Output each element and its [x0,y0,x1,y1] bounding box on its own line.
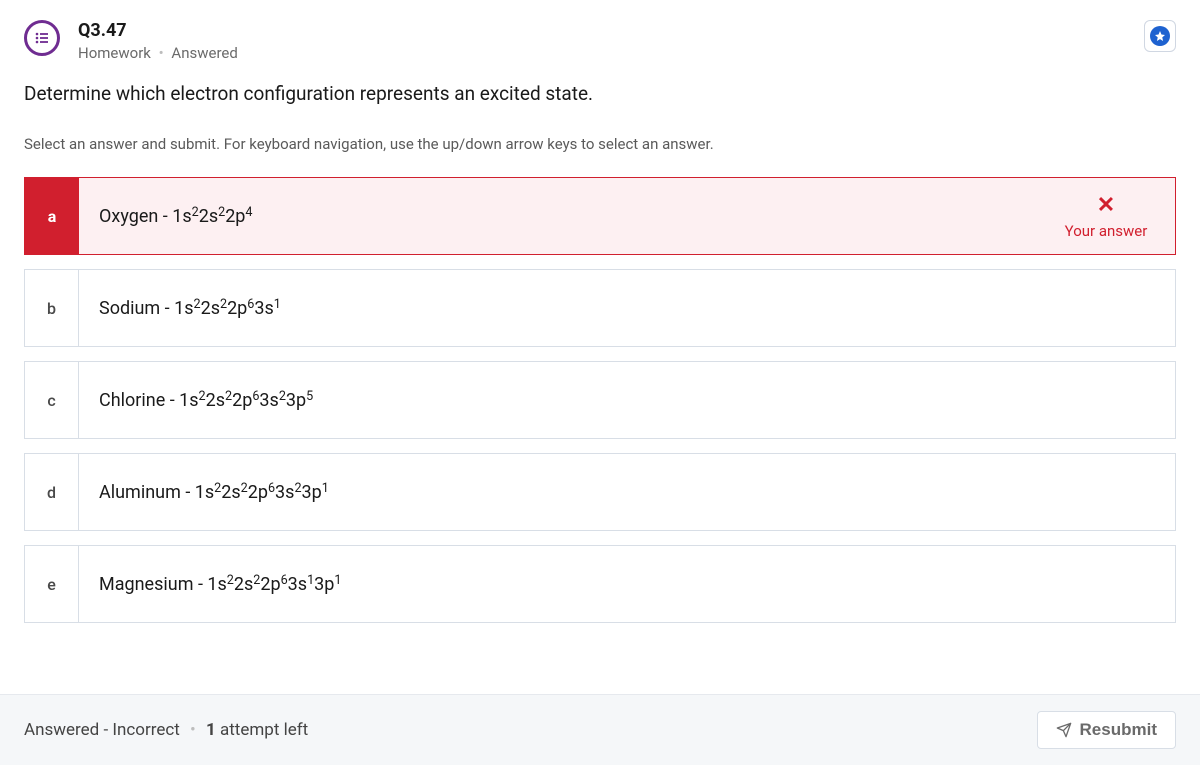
resubmit-button[interactable]: Resubmit [1037,711,1176,749]
resubmit-label: Resubmit [1080,720,1157,740]
attempts-suffix-text: attempt left [220,720,308,740]
separator-dot: • [159,44,164,62]
question-list-icon[interactable] [24,20,60,56]
question-category: Homework [78,44,151,62]
question-status: Answered [171,44,237,62]
answer-text: Magnesium - 1s22s22p63s13p1 [79,546,1175,622]
answer-letter: b [25,270,79,346]
answer-letter: c [25,362,79,438]
status-text: Answered - Incorrect [24,720,180,740]
question-prompt: Determine which electron configuration r… [0,76,1200,117]
answer-text: Sodium - 1s22s22p63s1 [79,270,1175,346]
answer-letter: d [25,454,79,530]
answer-text: Chlorine - 1s22s22p63s23p5 [79,362,1175,438]
send-icon [1056,722,1072,738]
question-number: Q3.47 [78,20,1144,41]
bookmark-button[interactable] [1144,20,1176,52]
question-instructions: Select an answer and submit. For keyboar… [0,117,1200,169]
answers-list: aOxygen - 1s22s22p4 ✕ Your answer bSodium -… [0,169,1200,623]
question-meta: Homework • Answered [78,44,1144,62]
separator-dot: • [190,720,196,740]
incorrect-x-icon: ✕ [1097,193,1115,218]
answer-letter: e [25,546,79,622]
answer-option-b[interactable]: bSodium - 1s22s22p63s1 [24,269,1176,347]
answer-text: Oxygen - 1s22s22p4 [79,178,1055,254]
your-answer-label: Your answer [1065,222,1148,240]
star-icon [1150,26,1170,46]
answer-letter: a [25,178,79,254]
answer-option-d[interactable]: dAluminum - 1s22s22p63s23p1 [24,453,1176,531]
attempts-count: 1 [206,720,216,740]
answer-option-c[interactable]: cChlorine - 1s22s22p63s23p5 [24,361,1176,439]
attempt-status: Answered - Incorrect • 1 attempt left [24,720,308,740]
answer-option-e[interactable]: eMagnesium - 1s22s22p63s13p1 [24,545,1176,623]
answer-option-a[interactable]: aOxygen - 1s22s22p4 ✕ Your answer [24,177,1176,255]
answer-feedback: ✕ Your answer [1055,178,1175,254]
answer-text: Aluminum - 1s22s22p63s23p1 [79,454,1175,530]
